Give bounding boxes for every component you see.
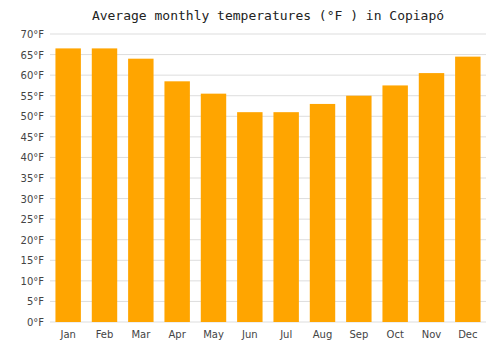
bar [310,104,335,322]
bar [92,48,117,322]
y-tick-label: 45°F [21,132,45,143]
x-tick-label: Sep [349,329,368,340]
x-axis: Jan Feb Mar Apr May Jun Jul Aug Sep Oct Nov Dec [59,329,477,340]
x-tick-label: Jun [241,329,258,340]
x-tick-label: Aug [313,329,333,340]
x-tick-label: Jul [279,329,292,340]
y-tick-label: 5°F [27,296,44,307]
bar [346,96,371,322]
y-tick-label: 60°F [21,70,45,81]
y-tick-label: 35°F [21,173,45,184]
y-tick-label: 25°F [21,214,45,225]
y-tick-label: 65°F [21,50,45,61]
y-tick-label: 10°F [21,276,45,287]
x-tick-label: Oct [387,329,404,340]
bar [419,73,444,322]
y-tick-label: 0°F [27,317,44,328]
bar [382,85,407,322]
chart-title: Average monthly temperatures (°F ) in Co… [92,8,444,23]
y-tick-label: 40°F [21,152,45,163]
y-tick-label: 15°F [21,255,45,266]
y-tick-label: 20°F [21,235,45,246]
bar [201,94,226,322]
y-tick-label: 50°F [21,111,45,122]
x-tick-label: Feb [96,329,114,340]
bar [164,81,189,322]
x-tick-label: May [203,329,224,340]
chart: Average monthly temperatures (°F ) in Co… [0,0,500,350]
bars [55,48,480,322]
chart-container: Average monthly temperatures (°F ) in Co… [0,0,500,350]
x-tick-label: Dec [458,329,477,340]
x-tick-label: Apr [169,329,187,340]
y-tick-label: 70°F [21,29,45,40]
bar [237,112,262,322]
x-tick-label: Jan [59,329,75,340]
y-tick-label: 55°F [21,91,45,102]
y-axis: 0°F 5°F 10°F 15°F 20°F 25°F 30°F 35°F 40°F 45°F 50… [21,29,486,328]
x-tick-label: Mar [131,329,151,340]
x-tick-label: Nov [422,329,442,340]
bar [455,57,480,322]
grid-line [50,34,486,35]
y-tick-label: 30°F [21,194,45,205]
bar [128,59,153,322]
bar [273,112,298,322]
bar [55,48,80,322]
